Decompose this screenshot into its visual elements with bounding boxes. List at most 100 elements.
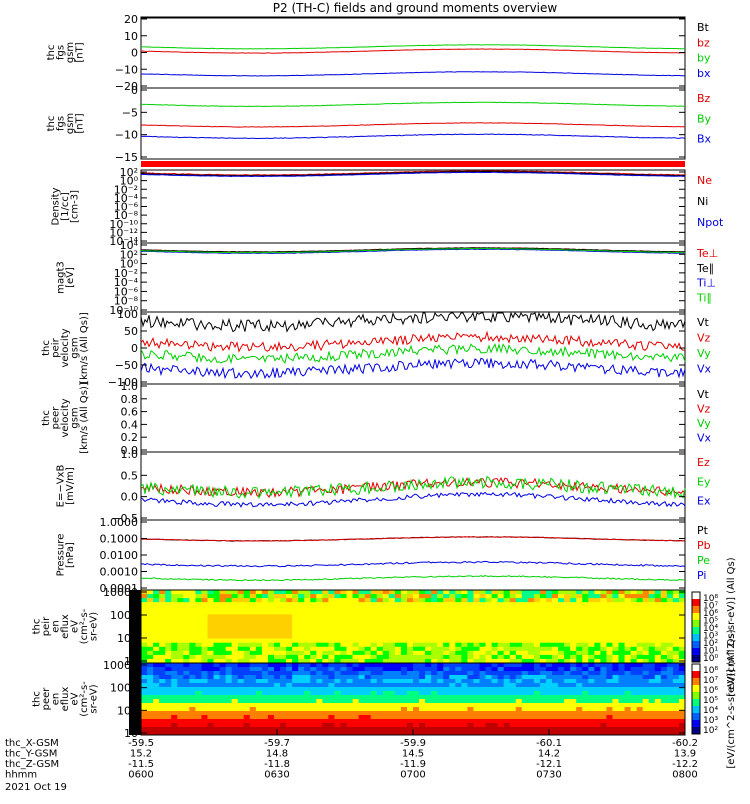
spectrogram-cell [654,667,662,672]
spectrogram-cell [165,650,172,656]
spectrogram-cell [280,622,287,627]
spectrogram-cell [165,634,172,640]
chart-title: P2 (TH-C) fields and ground moments over… [273,1,558,15]
spectrogram-cell [455,590,462,595]
spectrogram-cell [255,731,263,736]
spectrogram-cell [443,594,450,599]
colorbar-tick-label: 10⁷ [703,676,718,686]
spectrogram-cell [564,707,571,712]
spectrogram-cell [413,679,420,684]
spectrogram-cell [346,663,354,668]
y-tick-label: 0 [131,47,138,60]
spectrogram-cell [678,667,686,672]
spectrogram-cell [642,695,650,700]
spectrogram-cell [189,658,196,664]
spectrogram-cell [666,723,674,728]
spectrogram-cell [515,594,523,599]
spectrogram-cell [382,594,390,599]
spectrogram-cell [171,703,178,708]
spectrogram-cell [600,699,607,704]
spectrogram-cell [273,715,281,720]
spectrogram-cell [177,594,184,599]
spectrogram-cell [322,691,329,696]
spectrogram-cell [473,610,480,615]
spectrogram-cell [527,650,535,656]
spectrogram-cell [642,602,650,607]
spectrogram-cell [431,634,438,640]
spectrogram-cell [165,723,172,728]
spectrogram-cell [461,594,468,599]
spectrogram-cell [618,630,626,636]
spectrogram-cell [322,594,329,599]
spectrogram-cell [292,667,299,672]
spectrogram-cell [527,699,535,704]
spectrogram-cell [225,598,233,603]
spectrogram-cell [509,650,517,656]
spectrogram-cell [364,663,372,668]
spectrogram-cell [304,634,311,640]
spectrogram-cell [485,695,493,700]
spectrogram-cell [564,618,571,623]
spectrogram-cell [225,610,233,615]
spectrogram-cell [304,707,311,712]
spectrogram-cell [479,699,487,704]
spectrogram-cell [479,630,487,636]
spectrogram-cell [539,634,547,640]
spectrogram-cell [141,622,148,627]
colorbar-segment [692,692,700,700]
spectrogram-cell [370,622,378,627]
spectrogram-cell [286,590,293,595]
spectrogram-cell [153,634,160,640]
spectrogram-cell [310,598,317,603]
spectrogram-cell [207,715,215,720]
spectrogram-cell [455,663,462,668]
spectrogram-cell [654,671,662,676]
spectrogram-cell [273,602,281,607]
spectrogram-cell [672,687,680,692]
spectrogram-cell [159,727,166,732]
spectrogram-cell [207,606,215,611]
spectrogram-cell [225,658,233,664]
spectrogram-cell [449,723,456,728]
spectrogram-cell [358,610,366,615]
spectrogram-cell [153,646,160,652]
spectrogram-cell [419,683,426,688]
spectrogram-cell [570,642,577,648]
spectrogram-cell [237,663,245,668]
spectrogram-cell [485,610,493,615]
spectrogram-cell [376,658,384,664]
spectrogram-cell [431,590,438,595]
spectrogram-cell [382,687,390,692]
spectrogram-cell [576,590,583,595]
spectrogram-cell [648,695,656,700]
spectrogram-cell [467,630,474,636]
spectrogram-cell [461,598,468,603]
spectrogram-cell [521,602,529,607]
spectrogram-cell [237,707,245,712]
spectrogram-cell [527,630,535,636]
spectrogram-cell [594,606,601,611]
spectrogram-cell [648,646,656,652]
spectrogram-cell [558,614,565,619]
spectrogram-cell [286,723,293,728]
spectrogram-cell [328,719,335,724]
spectrogram-cell [425,707,432,712]
spectrogram-cell [594,618,601,623]
footer-row-value: -60.1 [536,738,562,749]
spectrogram-cell [564,695,571,700]
spectrogram-cell [437,646,444,652]
spectrogram-cell [539,606,547,611]
spectrogram-cell [207,594,215,599]
spectrogram-cell [455,646,462,652]
spectrogram-cell [588,707,595,712]
spectrogram-cell [678,618,686,623]
spectrogram-cell [201,614,208,619]
spectrogram-cell [588,606,595,611]
spectrogram-cell [636,687,644,692]
spectrogram-cell [280,634,287,640]
spectrogram-cell [570,602,577,607]
spectrogram-cell [509,594,517,599]
spectrogram-cell [642,594,650,599]
spectrogram-cell [600,667,607,672]
series-Vt-line [140,311,686,333]
